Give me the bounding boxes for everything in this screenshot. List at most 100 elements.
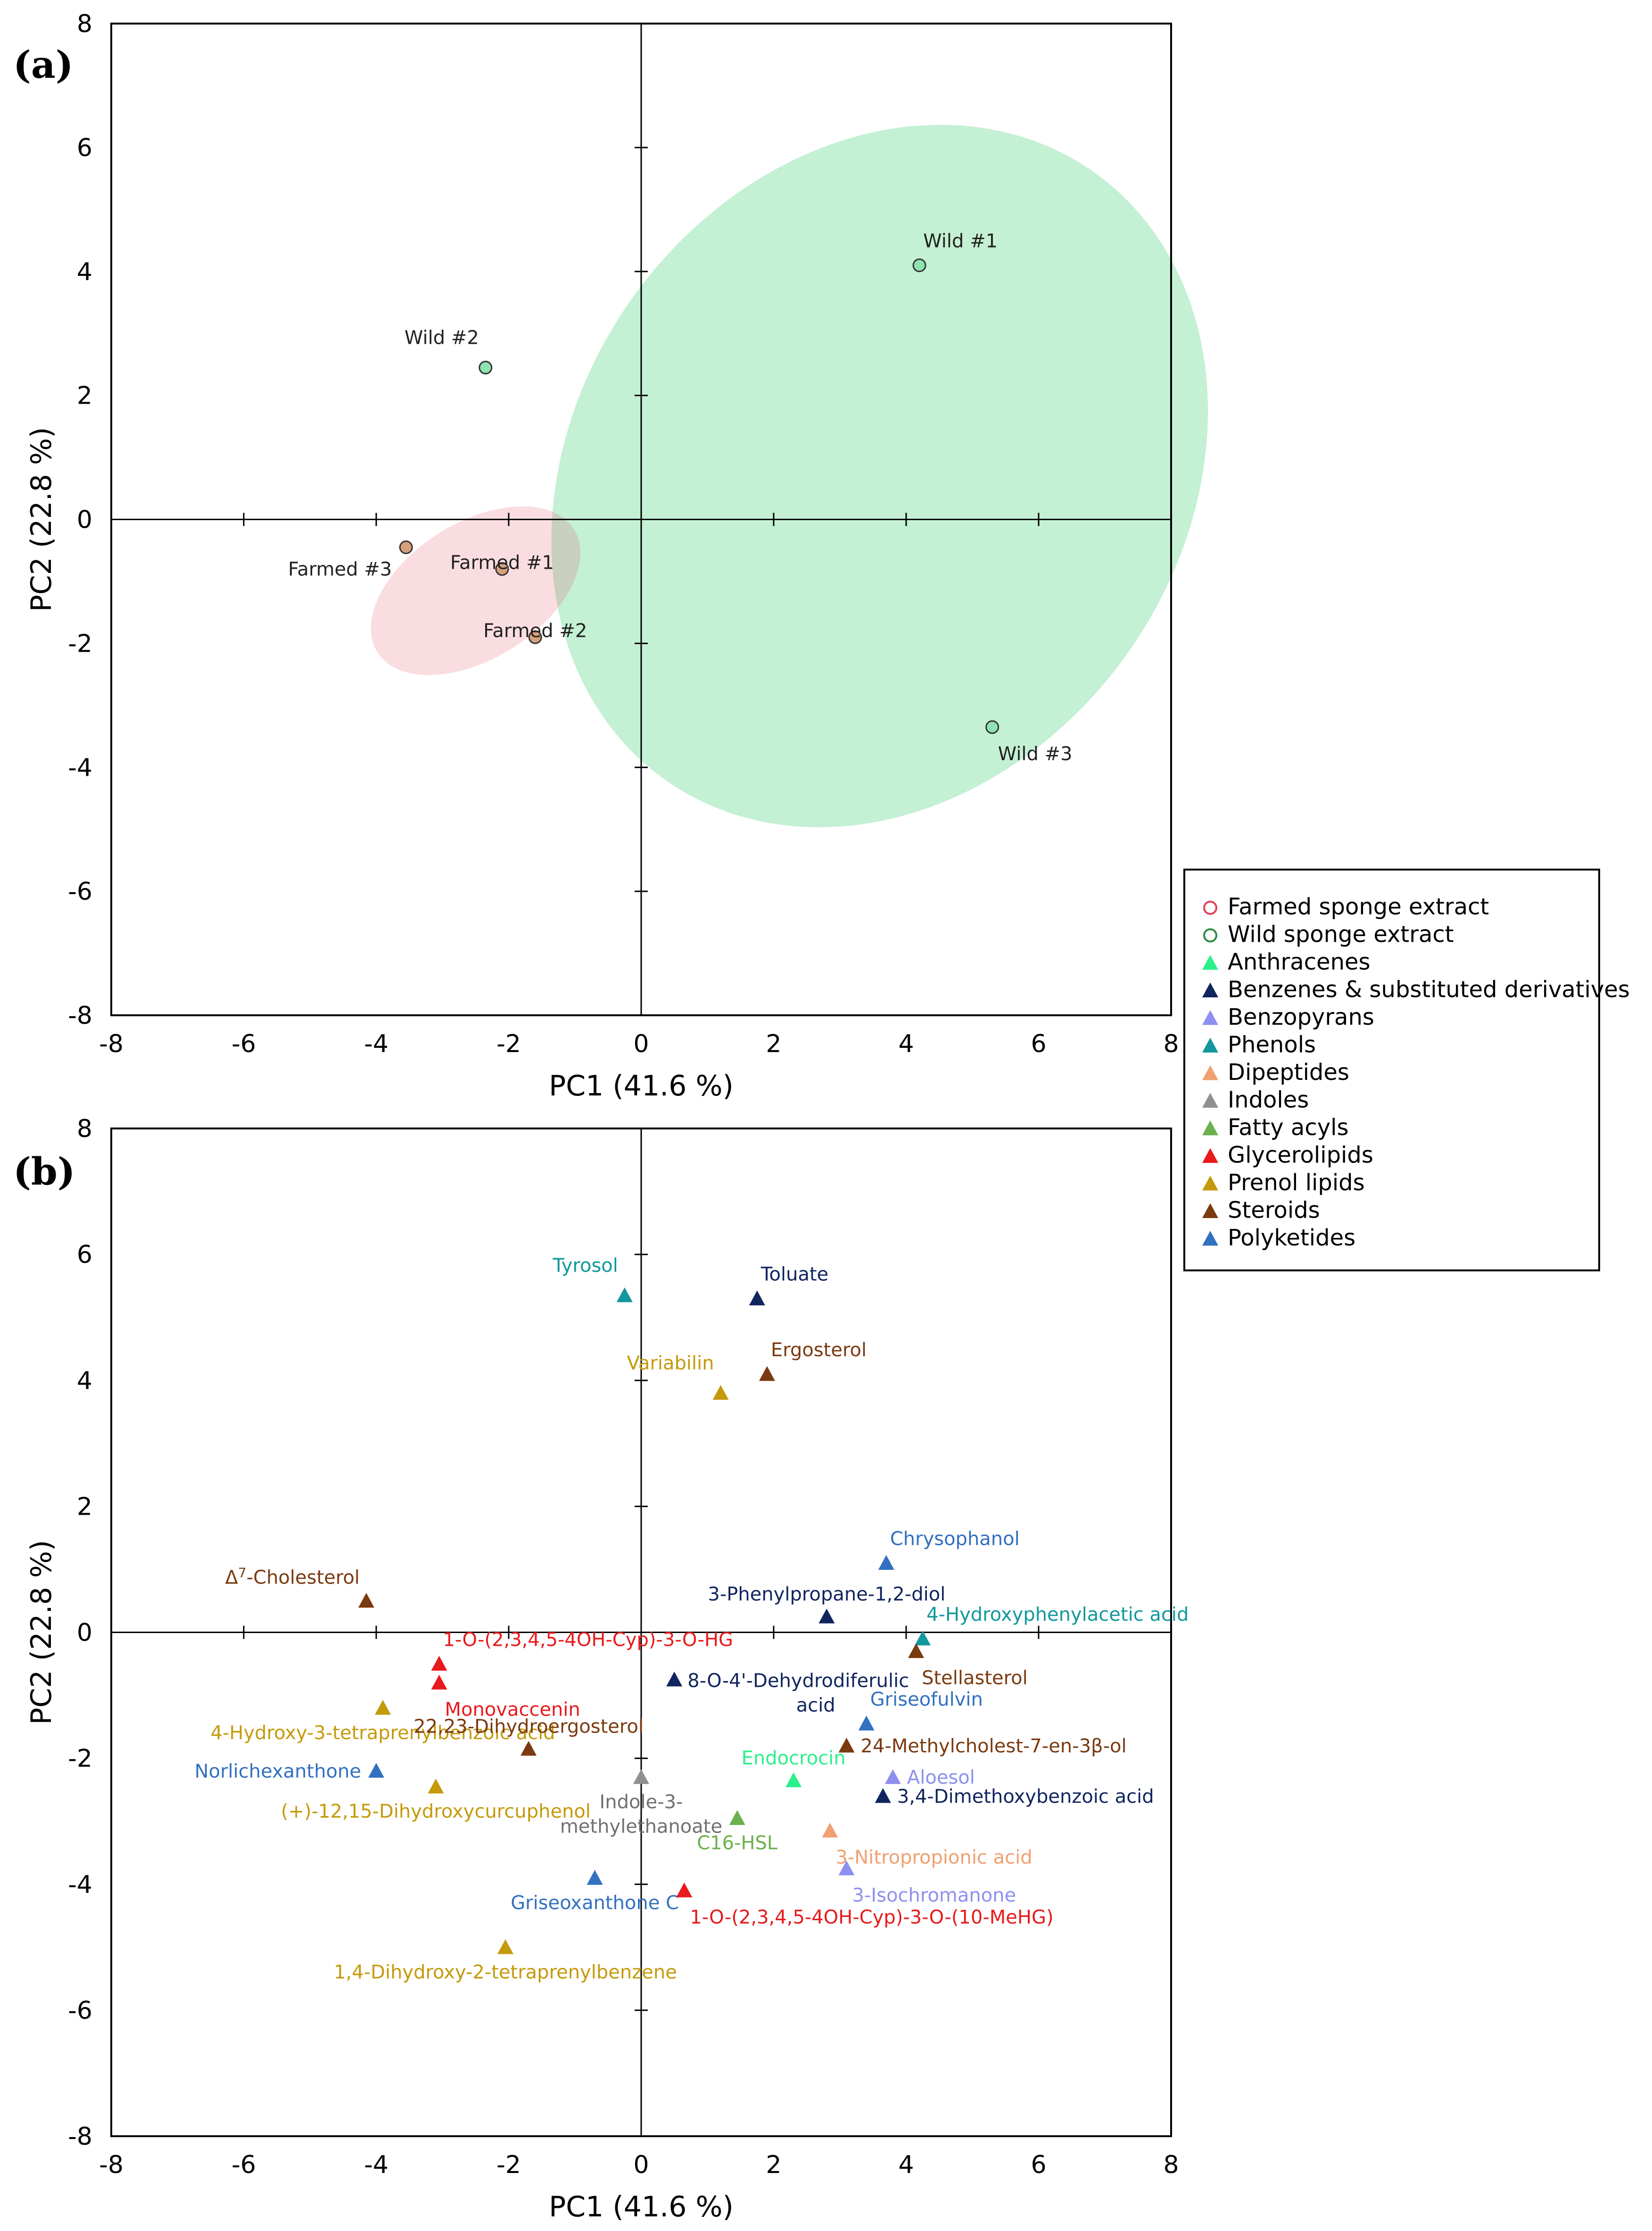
prenol-lipids-legend-marker <box>1202 1176 1218 1191</box>
dipeptides-legend-marker <box>1202 1065 1218 1080</box>
4-hydroxyphenylacetic-acid-point <box>915 1630 931 1646</box>
indoles-legend-marker <box>1202 1093 1218 1108</box>
y-tick-label: 2 <box>77 1493 92 1521</box>
y-tick-label: -2 <box>68 1745 92 1773</box>
fatty-acyls-legend-label: Fatty acyls <box>1228 1114 1348 1141</box>
steroids-legend-label: Steroids <box>1228 1197 1320 1224</box>
phenols-legend-label: Phenols <box>1228 1032 1316 1058</box>
c16-hsl-label: C16-HSL <box>697 1833 778 1854</box>
glycerolipids-legend-label: Glycerolipids <box>1228 1142 1373 1169</box>
benzenes-substituted-derivatives-legend-label: Benzenes & substituted derivatives <box>1228 977 1630 1003</box>
glycerolipids-legend-marker <box>1202 1148 1218 1163</box>
stellasterol-label: Stellasterol <box>922 1667 1028 1689</box>
y-tick-label: -6 <box>68 878 92 906</box>
griseoxanthone-c-label: Griseoxanthone C <box>511 1892 679 1914</box>
wild-3-label: Wild #3 <box>998 743 1073 765</box>
y-axis-title: PC2 (22.8 %) <box>25 1540 58 1725</box>
benzopyrans-legend-label: Benzopyrans <box>1228 1004 1374 1030</box>
indole-3-methylethanoate-point <box>633 1769 649 1784</box>
panel-label: (a) <box>13 42 74 87</box>
variabilin-label: Variabilin <box>627 1352 714 1374</box>
1-4-dihydroxy-2-tetraprenylbenzene-label: 1,4-Dihydroxy-2-tetraprenylbenzene <box>334 1961 677 1983</box>
wild-sponge-extract-legend-marker <box>1203 928 1217 943</box>
indole-3-methylethanoate-label: Indole-3- <box>599 1791 683 1813</box>
c16-hsl-point <box>729 1810 745 1825</box>
toluate-label: Toluate <box>760 1264 828 1286</box>
variabilin-point <box>712 1385 729 1400</box>
aloesol-label: Aloesol <box>907 1767 975 1789</box>
tyrosol-point <box>616 1287 633 1302</box>
7-cholesterol-point <box>358 1592 374 1608</box>
y-tick-label: 8 <box>77 10 92 38</box>
4-hydroxy-3-tetraprenylbenzoic-acid-label: 4-Hydroxy-3-tetraprenylbenzoic acid <box>211 1722 555 1744</box>
monovaccenin-point <box>431 1675 447 1690</box>
benzopyrans-legend-marker <box>1202 1010 1218 1025</box>
wild-3-point <box>985 720 999 734</box>
1-4-dihydroxy-2-tetraprenylbenzene-point <box>497 1939 513 1954</box>
tyrosol-label: Tyrosol <box>553 1255 618 1277</box>
3-4-dimethoxybenzoic-acid-label: 3,4-Dimethoxybenzoic acid <box>897 1786 1154 1808</box>
y-tick-label: 4 <box>77 1367 92 1395</box>
x-tick-label: -8 <box>99 2151 124 2179</box>
7-cholesterol-label: Δ7-Cholesterol <box>225 1565 360 1589</box>
legend-box <box>1183 869 1600 1271</box>
endocrocin-label: Endocrocin <box>742 1747 846 1769</box>
farmed-1-label: Farmed #1 <box>450 552 554 574</box>
indole-3-methylethanoate-label-line2: methylethanoate <box>560 1816 722 1838</box>
griseofulvin-point <box>858 1716 875 1731</box>
benzenes-substituted-derivatives-legend-marker <box>1202 982 1218 997</box>
x-tick-label: 4 <box>898 2151 914 2179</box>
x-tick-label: 2 <box>766 2151 781 2179</box>
farmed-3-label: Farmed #3 <box>288 559 392 581</box>
wild-2-label: Wild #2 <box>405 327 479 348</box>
22-23-dihydroergosterol-label: 22,23-Dihydroergosterol <box>413 1716 644 1738</box>
x-tick-label: -2 <box>496 1030 521 1058</box>
1-o-2-3-4-5-4oh-cyp-3-o-10-mehg-point <box>676 1883 693 1898</box>
x-tick-label: 0 <box>633 1030 649 1058</box>
x-tick-label: -4 <box>364 2151 388 2179</box>
wild-2-point <box>479 360 493 374</box>
y-tick-label: 0 <box>77 506 92 534</box>
3-isochromanone-point <box>838 1860 855 1875</box>
stellasterol-point <box>908 1643 925 1659</box>
1-o-2-3-4-5-4oh-cyp-3-o-10-mehg-label: 1-O-(2,3,4,5-4OH-Cyp)-3-O-(10-MeHG) <box>690 1907 1053 1928</box>
ergosterol-point <box>759 1366 775 1381</box>
3-4-dimethoxybenzoic-acid-point <box>875 1788 891 1803</box>
griseoxanthone-c-point <box>586 1870 603 1885</box>
y-tick-label: -6 <box>68 1997 92 2025</box>
y-axis-title: PC2 (22.8 %) <box>25 427 58 612</box>
1-o-2-3-4-5-4oh-cyp-3-o-hg-point <box>431 1656 447 1671</box>
x-axis-title: PC1 (41.6 %) <box>549 1070 734 1103</box>
y-tick-label: 0 <box>77 1619 92 1647</box>
aloesol-point <box>884 1769 901 1784</box>
wild-sponge-extract-legend-label: Wild sponge extract <box>1228 921 1454 948</box>
8-o-4-dehydrodiferulic-acid-label-line2: acid <box>796 1695 835 1717</box>
24-methylcholest-7-en-3-ol-point <box>838 1737 855 1753</box>
3-nitropropionic-acid-label: 3-Nitropropionic acid <box>835 1847 1032 1868</box>
endocrocin-point <box>785 1772 802 1787</box>
farmed-confidence-ellipse <box>371 506 580 675</box>
3-phenylpropane-1-2-diol-point <box>818 1609 835 1624</box>
wild-1-label: Wild #1 <box>923 231 998 252</box>
x-tick-label: -2 <box>496 2151 521 2179</box>
x-tick-label: 6 <box>1031 2151 1046 2179</box>
farmed-3-point <box>399 540 413 555</box>
indoles-legend-label: Indoles <box>1228 1087 1309 1113</box>
12-15-dihydroxycurcuphenol-point <box>428 1778 444 1794</box>
y-tick-label: -4 <box>68 1871 92 1899</box>
8-o-4-dehydrodiferulic-acid-point <box>666 1671 683 1687</box>
ergosterol-label: Ergosterol <box>771 1339 867 1361</box>
wild-1-point <box>912 258 926 273</box>
norlichexanthone-point <box>368 1763 384 1778</box>
y-tick-label: -4 <box>68 754 92 782</box>
4-hydroxy-3-tetraprenylbenzoic-acid-point <box>375 1700 391 1715</box>
x-axis-title: PC1 (41.6 %) <box>549 2190 734 2223</box>
x-tick-label: 8 <box>1163 2151 1179 2179</box>
prenol-lipids-legend-label: Prenol lipids <box>1228 1169 1365 1196</box>
chrysophanol-label: Chrysophanol <box>890 1528 1020 1550</box>
toluate-point <box>749 1290 765 1306</box>
x-tick-label: -8 <box>99 1030 124 1058</box>
polyketides-legend-marker <box>1202 1231 1218 1246</box>
